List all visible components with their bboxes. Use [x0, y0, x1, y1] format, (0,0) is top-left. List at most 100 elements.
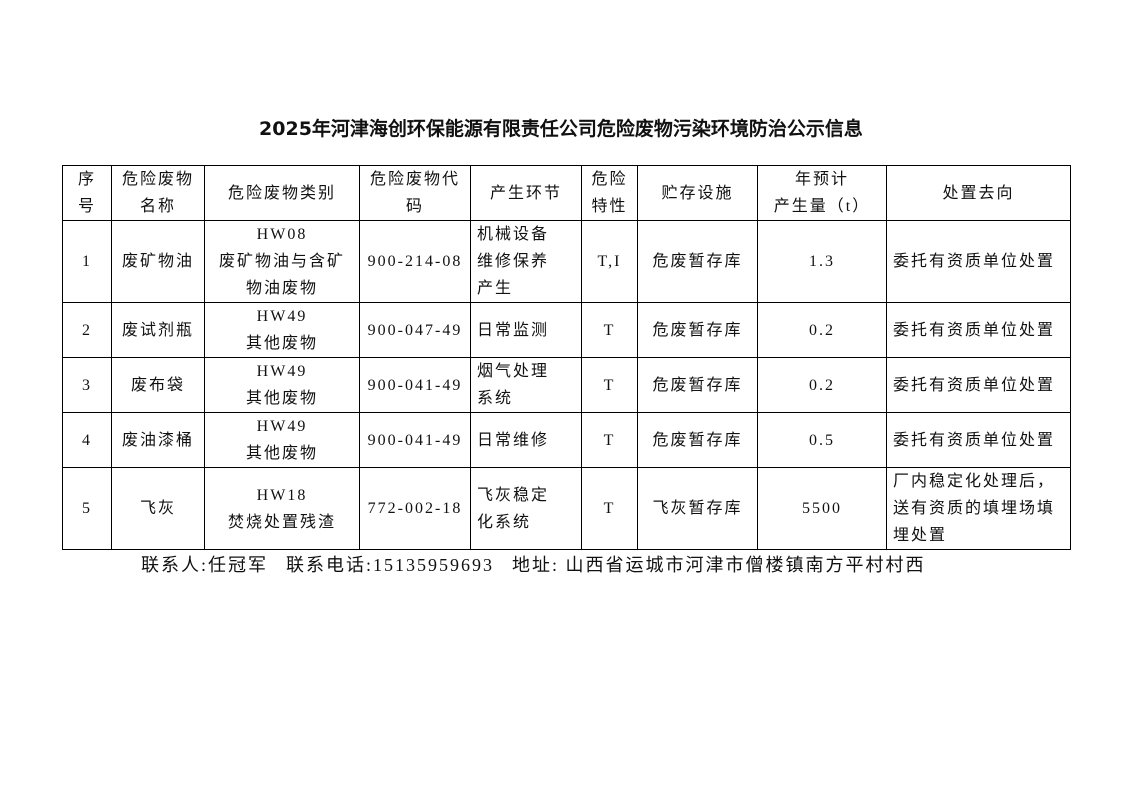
disposal-method: 厂内稳定化处理后， 送有资质的填埋场填 埋处置 [886, 467, 1071, 550]
disposal-method-line: 厂内稳定化处理后， [893, 473, 1056, 490]
disposal-method: 委托有资质单位处置 [886, 357, 1071, 413]
annual-amount: 1.3 [757, 220, 887, 303]
header-row: 序号危险废物 名称 危险废物类别 危险废物代码产生环节 危险 特性 贮存设施 年预计 产生量（t… [62, 165, 1071, 221]
waste-category: HW18 焚烧处置残渣 [204, 467, 360, 550]
waste-category: HW08 废矿物油与含矿 物油废物 [204, 220, 360, 303]
row-number: 3 [62, 357, 112, 413]
hazard-property: T,I [581, 220, 638, 303]
row-number: 1 [62, 220, 112, 303]
disposal-method: 委托有资质单位处置 [886, 412, 1071, 468]
column-header-line: 产生量（t） [773, 198, 871, 215]
waste-name: 废油漆桶 [111, 412, 205, 468]
waste-code: 900-041-49 [359, 357, 471, 413]
column-header-line: 危险 [591, 171, 628, 188]
waste-category-line: HW08 [256, 226, 308, 243]
contact-phone: 联系电话:15135959693 [286, 555, 495, 575]
column-header: 危险 特性 [581, 165, 638, 221]
disposal-method-line: 委托有资质单位处置 [893, 376, 1056, 394]
generation-stage: 日常维修 [470, 412, 582, 468]
generation-stage-line: 产生 [477, 280, 514, 297]
storage-facility: 危废暂存库 [637, 357, 758, 413]
table-row: 3 废布袋 HW49 其他废物 900-041-49 烟气处理 系统 T 危废暂存库 0.2 委托有… [62, 357, 1071, 413]
waste-category-line: 其他废物 [245, 390, 318, 407]
disposal-method-line: 埋处置 [893, 527, 948, 544]
waste-category: HW49 其他废物 [204, 302, 360, 358]
disposal-method-line: 委托有资质单位处置 [893, 253, 1056, 270]
storage-facility: 危废暂存库 [637, 302, 758, 358]
waste-name: 飞灰 [111, 467, 205, 550]
waste-code: 900-047-49 [359, 302, 471, 358]
waste-category-line: HW49 [256, 418, 308, 435]
contact-person: 联系人:任冠军 [141, 555, 269, 575]
column-header-line: 危险废物类别 [227, 184, 336, 202]
table-row: 1 废矿物油 HW08 废矿物油与含矿 物油废物 900-214-08 机械设备 维修保养 产生… [62, 220, 1071, 303]
generation-stage-line: 飞灰稳定 [477, 486, 550, 504]
column-header-line: 产生环节 [489, 184, 562, 202]
generation-stage: 烟气处理 系统 [470, 357, 582, 413]
annual-amount: 0.2 [757, 357, 887, 413]
disposal-method-line: 委托有资质单位处置 [893, 321, 1056, 339]
waste-category-line: 物油废物 [245, 280, 318, 297]
hazardous-waste-table: 序号危险废物 名称 危险废物类别 危险废物代码产生环节 危险 特性 贮存设施 年预计 产生量（t… [62, 165, 1071, 550]
column-header-line: 贮存设施 [661, 184, 734, 202]
row-number: 2 [62, 302, 112, 358]
column-header-line: 码 [405, 198, 424, 215]
annual-amount: 0.5 [757, 412, 887, 468]
waste-name: 废布袋 [111, 357, 205, 413]
waste-category-line: HW18 [256, 486, 308, 504]
hazard-property: T [581, 357, 638, 413]
column-header-line: 名称 [139, 198, 176, 215]
disposal-method-line: 委托有资质单位处置 [893, 431, 1056, 449]
annual-amount: 5500 [757, 467, 887, 550]
hazard-property: T [581, 467, 638, 550]
generation-stage: 飞灰稳定 化系统 [470, 467, 582, 550]
column-header-line: 危险废物代 [369, 171, 460, 188]
waste-category-line: 其他废物 [245, 445, 318, 462]
generation-stage: 机械设备维修保养产生 [470, 220, 582, 303]
column-header: 危险废物类别 [204, 165, 360, 221]
waste-name: 废试剂瓶 [111, 302, 205, 358]
generation-stage-line: 机械设备 [477, 226, 550, 243]
column-header: 处置去向 [886, 165, 1071, 221]
page-title: 2025年河津海创环保能源有限责任公司危险废物污染环境防治公示信息 [259, 118, 863, 140]
column-header-line: 危险废物 [121, 171, 194, 188]
generation-stage-line: 烟气处理 [477, 363, 550, 380]
waste-code: 900-214-08 [359, 220, 471, 303]
generation-stage-line: 日常维修 [477, 431, 550, 449]
table-row: 2 废试剂瓶 HW49 其他废物 900-047-49 日常监测 T 危废暂存库 0.2 委托有资… [62, 302, 1071, 358]
waste-category: HW49 其他废物 [204, 357, 360, 413]
column-header-line: 序 [77, 171, 96, 188]
waste-code: 772-002-18 [359, 467, 471, 550]
column-header-line: 号 [77, 198, 96, 215]
waste-name: 废矿物油 [111, 220, 205, 303]
contact-footer: 联系人:任冠军 联系电话:15135959693 地址: 山西省运城市河津市僧楼镇南… [141, 551, 944, 577]
address: 地址: 山西省运城市河津市僧楼镇南方平村村西 [512, 555, 926, 575]
waste-category-line: 其他废物 [245, 335, 318, 352]
table-row: 5 飞灰 HW18 焚烧处置残渣 772-002-18 飞灰稳定 化系统 T 飞灰暂存库 5500… [62, 467, 1071, 550]
column-header: 年预计产生量（t） [757, 165, 887, 221]
hazard-property: T [581, 412, 638, 468]
waste-category-line: HW49 [256, 363, 308, 380]
row-number: 4 [62, 412, 112, 468]
generation-stage-line: 维修保养 [477, 253, 550, 270]
column-header-line: 特性 [591, 198, 628, 215]
column-header: 产生环节 [470, 165, 582, 221]
storage-facility: 危废暂存库 [637, 412, 758, 468]
annual-amount: 0.2 [757, 302, 887, 358]
generation-stage-line: 日常监测 [477, 321, 550, 339]
column-header-line: 年预计 [794, 171, 849, 188]
column-header: 危险废物 名称 [111, 165, 205, 221]
column-header: 序号 [62, 165, 112, 221]
storage-facility: 危废暂存库 [637, 220, 758, 303]
generation-stage-line: 化系统 [477, 513, 532, 531]
column-header: 贮存设施 [637, 165, 758, 221]
waste-category: HW49 其他废物 [204, 412, 360, 468]
row-number: 5 [62, 467, 112, 550]
hazard-property: T [581, 302, 638, 358]
disposal-method: 委托有资质单位处置 [886, 302, 1071, 358]
column-header: 危险废物代码 [359, 165, 471, 221]
storage-facility: 飞灰暂存库 [637, 467, 758, 550]
waste-category-line: 焚烧处置残渣 [227, 513, 336, 531]
disposal-method: 委托有资质单位处置 [886, 220, 1071, 303]
disposal-method-line: 送有资质的填埋场填 [893, 500, 1056, 517]
